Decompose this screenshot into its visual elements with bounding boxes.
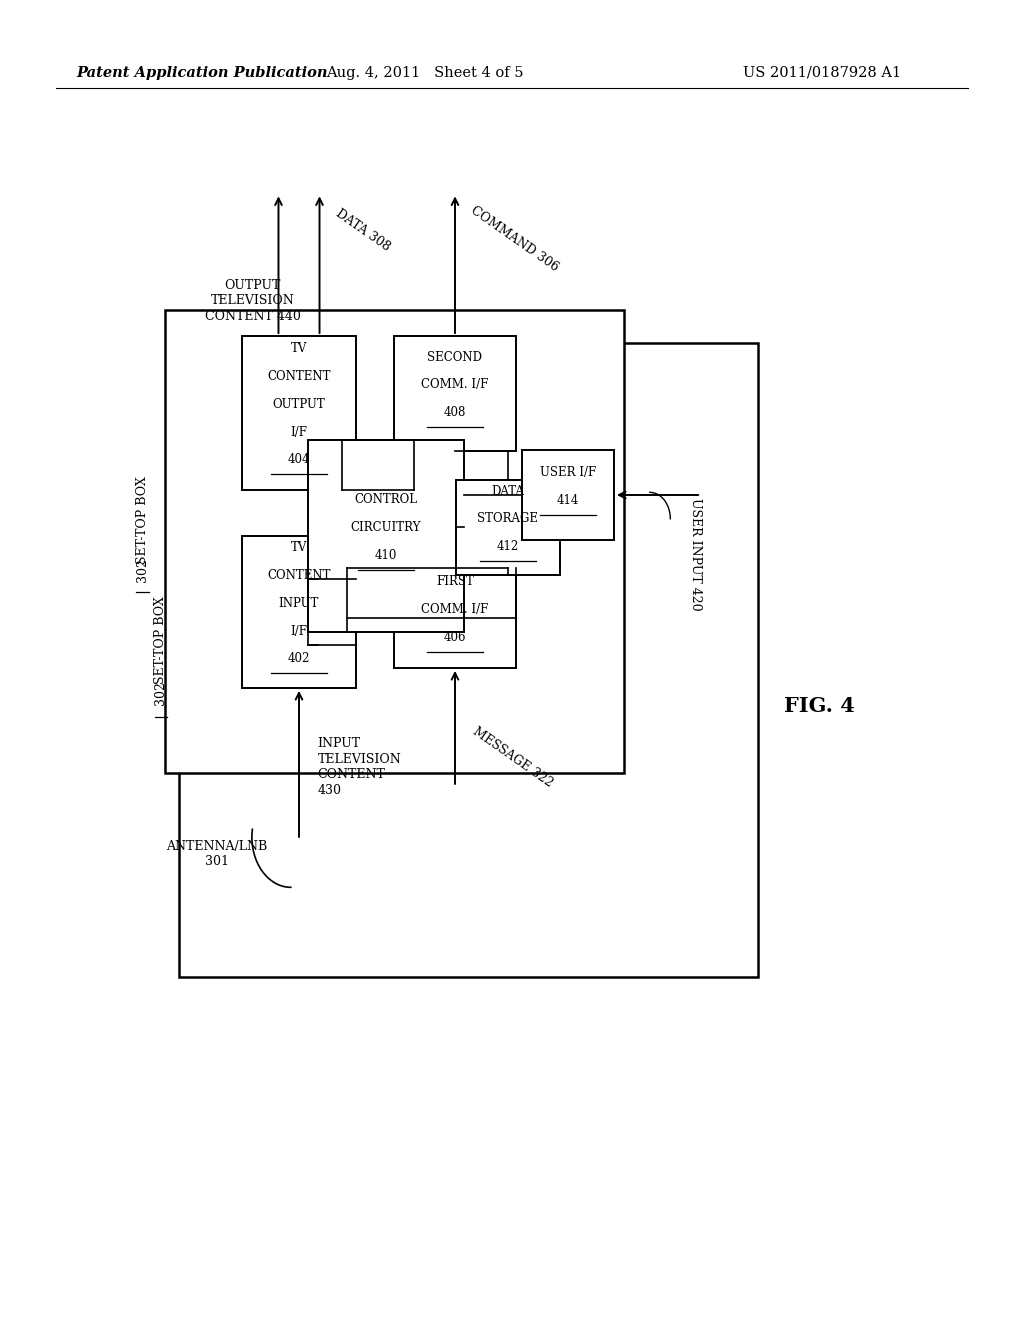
Text: STORAGE: STORAGE (477, 512, 539, 525)
Bar (242, 536, 356, 688)
Text: I/F: I/F (291, 624, 307, 638)
Text: 414: 414 (557, 494, 580, 507)
Text: INPUT
TELEVISION
CONTENT
430: INPUT TELEVISION CONTENT 430 (317, 738, 401, 797)
Text: 406: 406 (443, 631, 466, 644)
Text: Patent Application Publication: Patent Application Publication (77, 66, 329, 79)
Text: CIRCUITRY: CIRCUITRY (351, 521, 421, 533)
Text: SET-TOP BOX: SET-TOP BOX (136, 477, 148, 564)
Text: DATA 308: DATA 308 (333, 207, 392, 253)
Text: 404: 404 (288, 453, 310, 466)
Text: COMM. I/F: COMM. I/F (421, 379, 488, 392)
Text: TV: TV (291, 342, 307, 355)
Text: FIG. 4: FIG. 4 (783, 696, 855, 717)
Text: USER I/F: USER I/F (540, 466, 596, 479)
Bar (522, 450, 614, 540)
Text: INPUT: INPUT (279, 597, 319, 610)
Text: OUTPUT: OUTPUT (272, 397, 326, 411)
Text: 412: 412 (497, 540, 519, 553)
Text: TV: TV (291, 541, 307, 554)
Text: 302: 302 (155, 681, 167, 705)
Text: COMM. I/F: COMM. I/F (421, 603, 488, 616)
Bar (165, 310, 624, 774)
Text: FIRST: FIRST (436, 576, 474, 589)
Text: CONTENT: CONTENT (267, 569, 331, 582)
Text: MESSAGE 322: MESSAGE 322 (470, 725, 555, 791)
Bar (242, 337, 356, 490)
Bar (394, 337, 516, 451)
Bar (394, 568, 516, 668)
Text: SET-TOP BOX: SET-TOP BOX (155, 597, 167, 684)
Bar (456, 480, 560, 576)
Bar (179, 343, 758, 977)
Text: CONTROL: CONTROL (354, 494, 418, 506)
Text: CONTENT: CONTENT (267, 370, 331, 383)
Text: 402: 402 (288, 652, 310, 665)
Text: COMMAND 306: COMMAND 306 (468, 205, 561, 275)
Text: 410: 410 (375, 549, 397, 561)
Text: Aug. 4, 2011   Sheet 4 of 5: Aug. 4, 2011 Sheet 4 of 5 (327, 66, 523, 79)
Text: US 2011/0187928 A1: US 2011/0187928 A1 (743, 66, 901, 79)
Bar (308, 440, 464, 632)
Text: SECOND: SECOND (427, 351, 482, 364)
Text: DATA: DATA (492, 484, 524, 498)
Text: OUTPUT
TELEVISION
CONTENT 440: OUTPUT TELEVISION CONTENT 440 (205, 279, 301, 323)
Text: 408: 408 (443, 407, 466, 420)
Text: ANTENNA/LNB
301: ANTENNA/LNB 301 (167, 840, 267, 869)
Text: USER INPUT 420: USER INPUT 420 (689, 498, 702, 611)
Text: 302: 302 (136, 558, 148, 582)
Text: I/F: I/F (291, 425, 307, 438)
